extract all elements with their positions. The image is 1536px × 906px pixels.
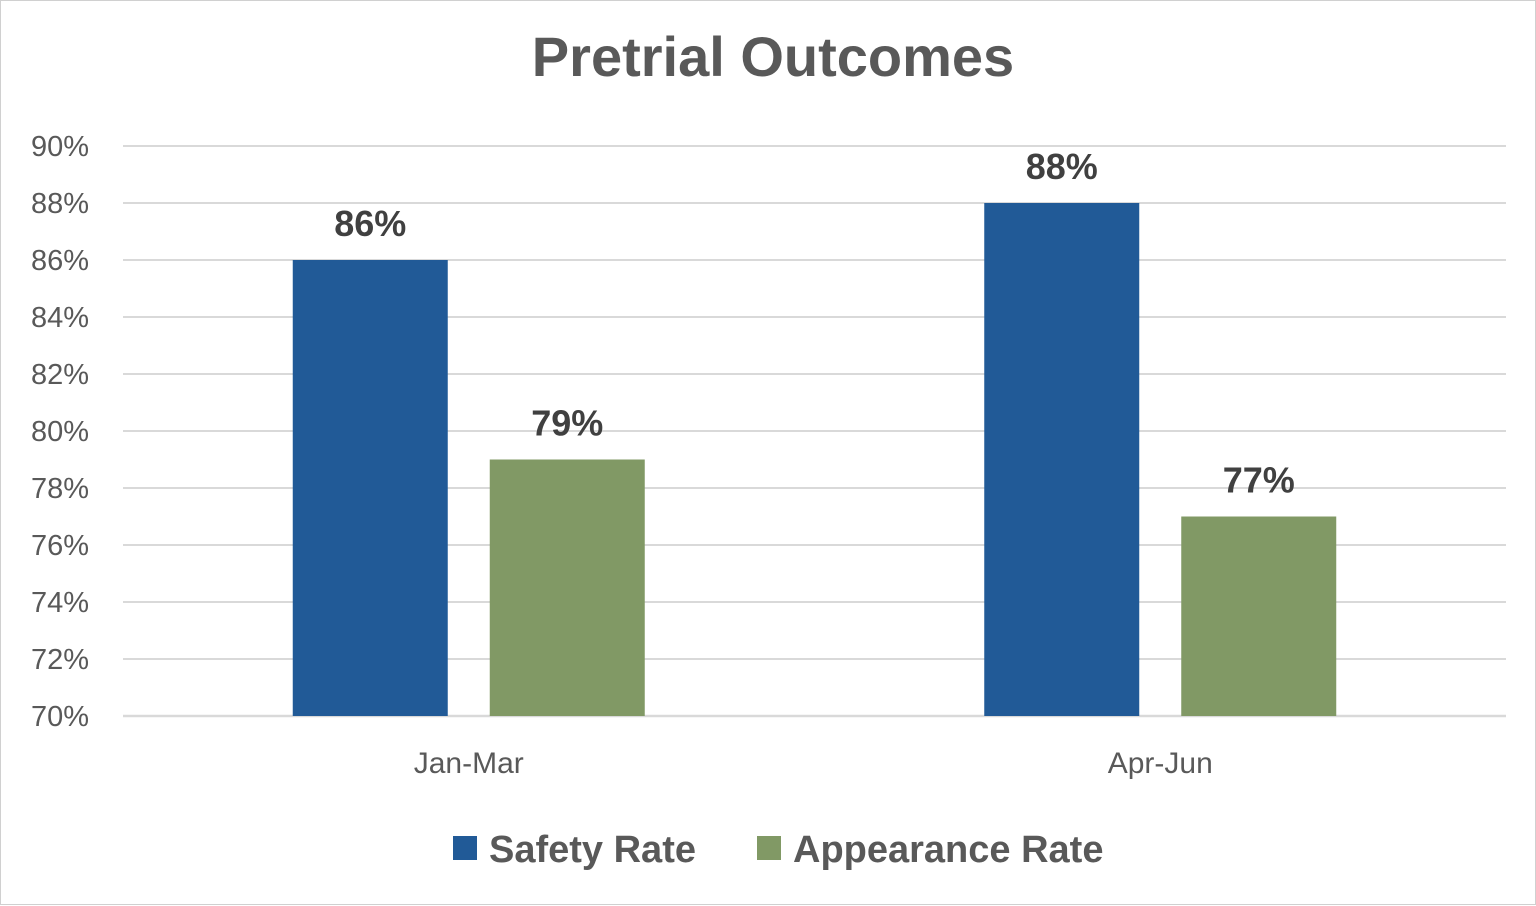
legend-swatch xyxy=(757,836,781,860)
bars xyxy=(292,203,1337,716)
y-tick-label: 90% xyxy=(31,131,89,163)
y-tick-label: 72% xyxy=(31,644,89,676)
y-tick-label: 86% xyxy=(31,245,89,277)
x-category-label: Jan-Mar xyxy=(414,747,524,780)
y-axis-ticks: 70% 72% 74% 76% 78% 80% 82% 84% 86% 88% 90% xyxy=(31,131,89,733)
y-tick-label: 70% xyxy=(31,701,89,733)
y-tick-label: 88% xyxy=(31,188,89,220)
data-label: 88% xyxy=(1026,146,1098,187)
bar-safety-rate-jan-mar xyxy=(292,260,448,716)
x-axis-categories: Jan-Mar Apr-Jun xyxy=(414,747,1213,780)
data-label: 77% xyxy=(1223,460,1295,501)
data-label: 79% xyxy=(531,403,603,444)
bar-appearance-rate-apr-jun xyxy=(1181,516,1337,716)
y-tick-label: 84% xyxy=(31,302,89,334)
x-category-label: Apr-Jun xyxy=(1108,747,1213,780)
bar-appearance-rate-jan-mar xyxy=(489,459,645,716)
data-label: 86% xyxy=(334,203,406,244)
legend: Safety Rate Appearance Rate xyxy=(453,829,1103,871)
chart-title: Pretrial Outcomes xyxy=(532,25,1014,88)
legend-swatch xyxy=(453,836,477,860)
data-labels: 86% 79% 88% 77% xyxy=(334,146,1295,501)
bar-safety-rate-apr-jun xyxy=(984,203,1140,716)
y-tick-label: 80% xyxy=(31,416,89,448)
y-tick-label: 74% xyxy=(31,587,89,619)
y-tick-label: 78% xyxy=(31,473,89,505)
y-tick-label: 76% xyxy=(31,530,89,562)
legend-label: Appearance Rate xyxy=(793,829,1103,871)
y-tick-label: 82% xyxy=(31,359,89,391)
legend-label: Safety Rate xyxy=(489,829,696,871)
